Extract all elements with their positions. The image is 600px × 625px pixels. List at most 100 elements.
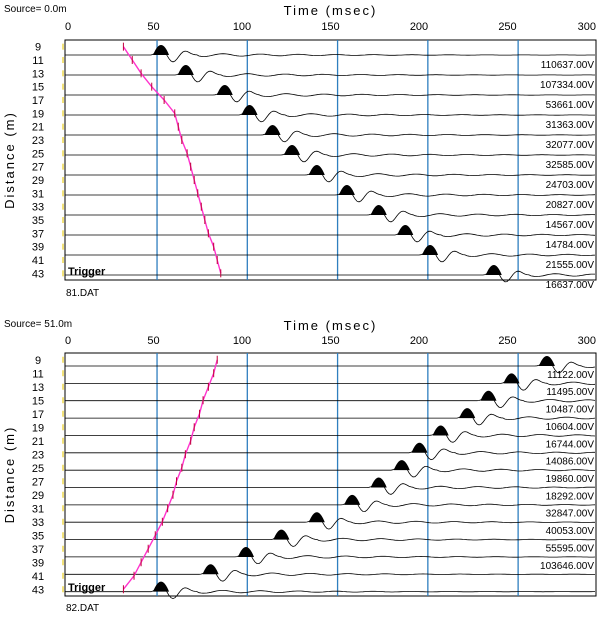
seismic-trace: [65, 145, 595, 163]
seismic-trace: [64, 512, 595, 530]
y-tick-marker: [62, 518, 64, 525]
y-tick-marker: [62, 110, 64, 117]
seismic-trace: [65, 85, 596, 103]
trace-peak: [216, 85, 233, 95]
gain-label: 103646.00V: [540, 561, 594, 572]
y-tick-label: 27: [32, 162, 44, 174]
seismic-trace: [64, 391, 596, 409]
y-tick-marker: [62, 97, 64, 103]
y-tick-label: 31: [32, 503, 44, 515]
y-tick-label: 27: [32, 476, 44, 488]
seismic-trace: [64, 460, 595, 478]
trace-peak: [485, 265, 502, 275]
seismic-trace: [64, 408, 596, 426]
trace-peak: [264, 125, 281, 135]
y-tick-marker: [62, 505, 64, 512]
source-label: Source= 51.0m: [4, 319, 72, 330]
trace-peak: [411, 442, 428, 453]
seismic-trace: [65, 265, 595, 283]
gain-label: 24703.00V: [546, 180, 595, 191]
y-tick-marker: [62, 410, 64, 417]
seismic-trace: [64, 565, 595, 582]
y-axis-title: Distance (m): [2, 426, 17, 524]
x-tick-label: 50: [147, 21, 159, 33]
y-tick-marker: [62, 437, 64, 444]
trace-peak: [459, 408, 476, 419]
x-tick-label: 0: [65, 335, 71, 347]
seismic-trace: [65, 205, 596, 223]
seismic-trace: [64, 495, 596, 513]
y-tick-marker: [62, 478, 64, 485]
y-tick-label: 25: [32, 463, 44, 475]
seismic-trace: [64, 443, 595, 461]
trace-peak: [284, 145, 301, 155]
y-tick-marker: [62, 177, 64, 183]
gain-label: 32847.00V: [546, 509, 595, 520]
gain-label: 32585.00V: [546, 160, 595, 171]
trace-peak: [370, 477, 387, 488]
y-tick-label: 17: [32, 409, 44, 421]
y-tick-marker: [62, 424, 64, 431]
y-tick-marker: [62, 230, 64, 237]
y-tick-label: 35: [32, 530, 44, 542]
trace-peak: [344, 494, 361, 505]
y-tick-label: 43: [32, 584, 44, 596]
gain-label: 53661.00V: [546, 100, 595, 111]
gain-label: 14567.00V: [546, 220, 595, 231]
gain-label: 14086.00V: [546, 457, 595, 468]
y-tick-label: 35: [32, 215, 44, 227]
gain-label: 55595.00V: [546, 543, 595, 554]
trace-peak: [338, 185, 355, 195]
gain-label: 20827.00V: [546, 200, 595, 211]
y-tick-label: 9: [35, 355, 41, 367]
y-tick-marker: [62, 545, 64, 552]
trace-peak: [432, 425, 449, 436]
y-tick-marker: [62, 163, 64, 170]
seismic-trace: [65, 165, 596, 183]
trace-peak: [393, 460, 410, 471]
trace-peak: [241, 105, 258, 115]
y-tick-label: 43: [32, 268, 44, 280]
trigger-label: Trigger: [68, 582, 106, 594]
y-tick-label: 41: [32, 255, 44, 267]
trace-peak: [422, 245, 439, 255]
y-tick-label: 11: [32, 55, 43, 67]
y-tick-label: 31: [32, 188, 44, 200]
seismic-trace: [65, 125, 595, 143]
seismic-trace: [64, 426, 596, 443]
gain-label: 18292.00V: [546, 491, 595, 502]
gain-label: 16744.00V: [546, 439, 595, 450]
y-tick-marker: [62, 464, 64, 471]
trace-peak: [480, 390, 497, 401]
y-tick-marker: [62, 559, 64, 566]
trigger-label: Trigger: [68, 266, 106, 278]
gain-label: 11122.00V: [547, 370, 594, 381]
y-tick-label: 41: [32, 571, 44, 583]
gain-label: 10487.00V: [546, 405, 595, 416]
y-tick-marker: [62, 123, 64, 130]
seismic-trace: [64, 478, 595, 495]
plot-frame: [64, 352, 597, 597]
x-tick-label: 0: [65, 21, 71, 33]
trace-peak: [153, 45, 170, 55]
y-tick-marker: [62, 83, 64, 90]
y-axis-title: Distance (m): [2, 111, 17, 209]
y-tick-label: 11: [32, 368, 43, 380]
seismic-trace: [65, 225, 596, 243]
x-tick-label: 150: [321, 21, 339, 33]
y-tick-marker: [62, 257, 64, 263]
y-tick-label: 15: [32, 82, 44, 94]
gain-label: 16637.00V: [546, 280, 595, 291]
x-tick-label: 150: [321, 335, 339, 347]
y-tick-marker: [62, 532, 64, 539]
first-arrival-pick-line: [122, 46, 222, 274]
trace-peak: [503, 373, 520, 384]
seismic-trace: [64, 547, 596, 564]
trace-peak: [273, 529, 290, 540]
x-tick-label: 250: [498, 21, 516, 33]
x-tick-label: 300: [578, 21, 596, 33]
y-tick-label: 33: [32, 517, 44, 529]
x-axis-title: Time (msec): [284, 3, 378, 18]
first-arrival-pick-line: [122, 359, 218, 590]
y-tick-label: 39: [32, 242, 44, 254]
